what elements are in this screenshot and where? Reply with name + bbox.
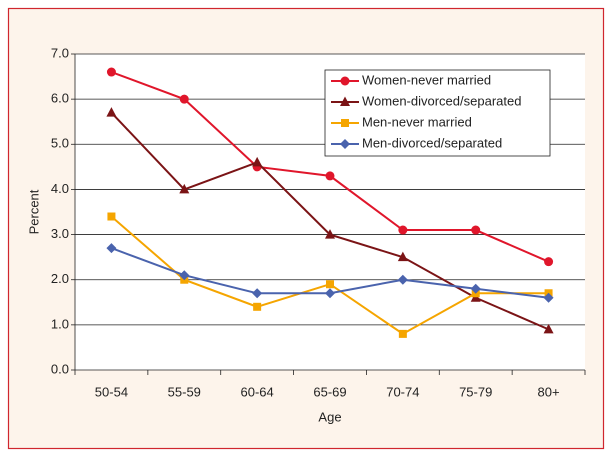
y-tick-label: 0.0 <box>51 361 69 376</box>
y-tick-label: 4.0 <box>51 181 69 196</box>
marker <box>253 302 262 311</box>
y-tick-label: 7.0 <box>51 45 69 60</box>
y-tick-label: 6.0 <box>51 91 69 106</box>
x-tick-label: 80+ <box>538 384 560 399</box>
marker <box>252 288 263 299</box>
x-tick-label: 60-64 <box>241 384 274 399</box>
legend-label: Women-divorced/separated <box>362 93 521 108</box>
x-tick-label: 65-69 <box>313 384 346 399</box>
legend-label: Men-never married <box>362 114 472 129</box>
marker <box>106 67 116 77</box>
legend-marker <box>340 139 350 149</box>
y-axis-label: Percent <box>26 189 41 234</box>
legend-marker <box>340 76 350 86</box>
marker <box>543 292 554 303</box>
x-tick-label: 75-79 <box>459 384 492 399</box>
marker <box>252 156 263 167</box>
marker <box>470 283 481 294</box>
y-tick-label: 1.0 <box>51 316 69 331</box>
marker <box>179 183 190 194</box>
legend-marker <box>340 96 350 106</box>
marker <box>325 288 335 299</box>
marker <box>325 171 335 181</box>
marker <box>397 274 408 285</box>
marker <box>325 229 335 239</box>
legend-box <box>324 69 551 157</box>
marker <box>544 257 554 267</box>
x-tick-label: 70-74 <box>386 384 419 399</box>
marker <box>543 323 554 334</box>
y-tick-label: 5.0 <box>51 136 69 151</box>
marker <box>106 243 117 254</box>
marker <box>107 212 116 221</box>
marker <box>179 94 189 104</box>
marker <box>106 107 117 117</box>
x-tick-label: 50-54 <box>95 384 128 399</box>
marker <box>326 280 334 289</box>
legend-marker <box>341 119 349 127</box>
legend-label: Women-never married <box>362 72 491 87</box>
x-axis-label: Age <box>318 409 341 424</box>
marker <box>179 270 190 281</box>
y-tick-label: 3.0 <box>51 226 69 241</box>
y-tick-label: 2.0 <box>51 271 69 286</box>
marker <box>398 225 408 235</box>
x-tick-label: 55-59 <box>168 384 201 399</box>
marker <box>398 329 407 338</box>
marker <box>397 251 408 262</box>
marker <box>471 225 481 235</box>
legend-label: Men-divorced/separated <box>362 135 502 150</box>
